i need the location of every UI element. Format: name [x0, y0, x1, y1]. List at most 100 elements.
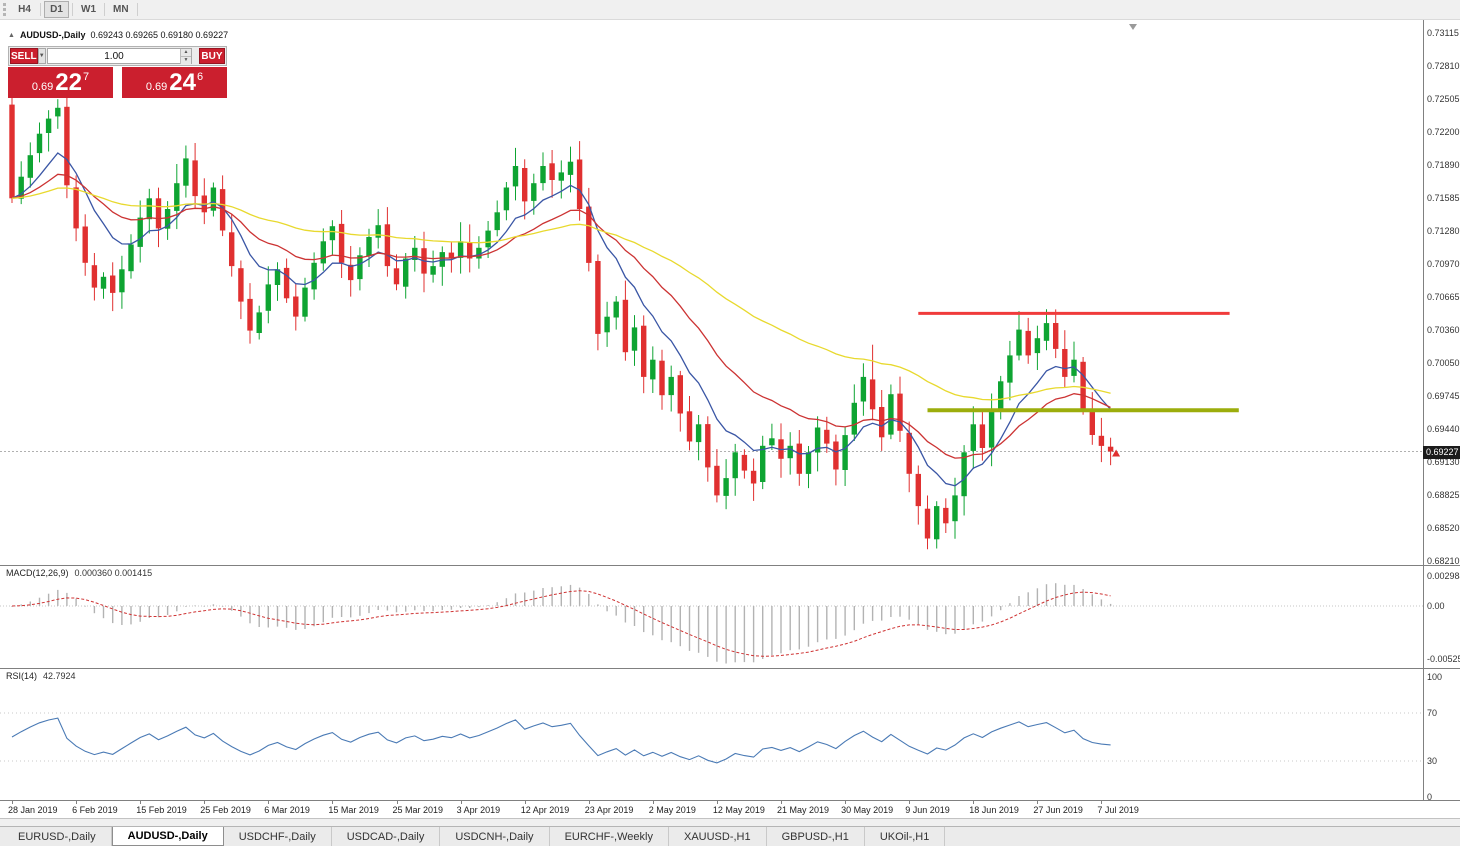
date-label: 21 May 2019: [777, 805, 830, 815]
date-label: 25 Mar 2019: [392, 805, 444, 815]
symbol-label: AUDUSD-,Daily: [19, 30, 86, 40]
macd-current-values: 0.000360 0.001415: [74, 568, 153, 578]
rsi-title: RSI(14) 42.7924: [6, 671, 76, 681]
trade-panel-quotes: 0.69 22 7 0.69 24 6: [8, 67, 227, 98]
date-label: 6 Feb 2019: [72, 805, 118, 815]
rsi-indicator-pane[interactable]: RSI(14) 42.7924 100 70 30 0: [0, 668, 1460, 802]
date-label: 28 Jan 2019: [8, 805, 58, 815]
chart-tab-eurchf[interactable]: EURCHF-,Weekly: [550, 827, 669, 846]
sell-quote-box[interactable]: 0.69 22 7: [8, 67, 113, 98]
volume-spinner: ▲ ▼: [179, 49, 191, 64]
timeframe-buttons: H4 D1 W1 MN: [12, 1, 141, 18]
sell-price-big: 22: [55, 68, 82, 96]
macd-scale: 0.002984 0.00 -0.005250: [1423, 566, 1460, 668]
buy-button[interactable]: BUY: [198, 48, 225, 64]
time-axis-tick: [588, 801, 590, 804]
price-scale-label: 0.71890: [1427, 159, 1460, 170]
price-scale-label: 0.68520: [1427, 522, 1460, 533]
rsi-current-value: 42.7924: [43, 671, 76, 681]
macd-scale-label: 0.00: [1427, 601, 1445, 611]
toolbar-separator: [136, 3, 138, 16]
date-label: 2 May 2019: [648, 805, 696, 815]
price-scale-label: 0.68210: [1427, 556, 1460, 566]
chart-tab-usdcad[interactable]: USDCAD-,Daily: [332, 827, 441, 846]
macd-svg: [0, 583, 1423, 664]
date-label: 12 Apr 2019: [520, 805, 570, 815]
toolbar-grip[interactable]: [3, 3, 7, 16]
rsi-scale-label: 70: [1427, 708, 1438, 718]
time-axis-tick: [524, 801, 526, 804]
volume-spin-up-icon[interactable]: ▲: [179, 49, 191, 57]
macd-scale-label: 0.002984: [1427, 570, 1460, 581]
date-label: 6 Mar 2019: [264, 805, 310, 815]
price-scale-label: 0.71280: [1427, 225, 1460, 236]
chart-tab-ukoil[interactable]: UKOil-,H1: [865, 827, 946, 846]
chart-tab-audusd[interactable]: AUDUSD-,Daily: [111, 827, 224, 846]
buy-price-prefix: 0.69: [145, 80, 168, 93]
date-label: 18 Jun 2019: [969, 805, 1019, 815]
macd-scale-label: -0.005250: [1427, 653, 1460, 664]
price-scale-label: 0.70050: [1427, 358, 1460, 368]
volume-box: ▲ ▼: [46, 48, 192, 64]
date-label: 27 Jun 2019: [1033, 805, 1083, 815]
ma-medium-line: [11, 173, 1111, 459]
buy-price-sup: 6: [197, 70, 204, 83]
time-axis-tick: [781, 801, 782, 804]
date-label: 15 Mar 2019: [328, 805, 379, 815]
main-chart-svg: [0, 24, 1423, 550]
date-label: 25 Feb 2019: [200, 805, 251, 815]
macd-indicator-pane[interactable]: MACD(12,26,9)0.000360 0.001415 0.0029840…: [0, 565, 1460, 668]
volume-input[interactable]: [47, 49, 180, 63]
toolbar-separator: [104, 3, 105, 16]
date-label: 23 Apr 2019: [584, 805, 634, 815]
time-axis-tick: [1037, 801, 1039, 804]
price-scale-label: 0.70665: [1427, 291, 1460, 302]
chart-tab-usdcnh[interactable]: USDCNH-,Daily: [440, 827, 550, 846]
chart-tabs-bar: EURUSD-,Daily AUDUSD-,Daily USDCHF-,Daily U…: [0, 826, 1460, 846]
chart-tab-eurusd[interactable]: EURUSD-,Daily: [3, 827, 112, 846]
price-scale[interactable]: 0.73115 0.72810 0.72505 0.72200 0.71890 0.715…: [1423, 20, 1460, 566]
time-axis-tick: [396, 801, 398, 804]
timeframe-button-d1[interactable]: D1: [44, 1, 69, 18]
time-axis-tick: [460, 801, 462, 804]
price-direction-arrow-icon: [1112, 449, 1121, 457]
chart-tab-gbpusd[interactable]: GBPUSD-,H1: [767, 827, 865, 846]
chart-tab-xauusd[interactable]: XAUUSD-,H1: [669, 827, 767, 846]
rsi-scale-label: 100: [1427, 672, 1443, 682]
buy-quote-box[interactable]: 0.69 24 6: [122, 67, 227, 98]
window-bottom-strip: [0, 818, 1460, 826]
sell-price-sup: 7: [83, 70, 90, 83]
macd-signal-line: [11, 590, 1111, 657]
trade-panel-controls: SELL ▼ ▲ ▼ BUY: [8, 46, 227, 66]
price-scale-label: 0.69130: [1427, 457, 1460, 467]
volume-spin-down-icon[interactable]: ▼: [179, 57, 191, 64]
rsi-scale-label: 0: [1427, 792, 1433, 802]
chart-tab-usdchf[interactable]: USDCHF-,Daily: [224, 827, 332, 846]
time-axis[interactable]: 28 Jan 2019 6 Feb 2019 15 Feb 2019 25 Feb 2…: [0, 800, 1460, 818]
buy-price-big: 24: [169, 68, 196, 96]
sell-button[interactable]: SELL: [10, 48, 38, 64]
toolbar-separator: [72, 3, 73, 16]
time-axis-tick: [716, 801, 718, 804]
rsi-svg: [0, 712, 1423, 764]
timeframe-button-h4[interactable]: H4: [18, 4, 31, 15]
volume-dropdown-button[interactable]: ▼: [37, 48, 46, 64]
price-scale-label: 0.70970: [1427, 258, 1460, 269]
price-scale-label: 0.73115: [1427, 28, 1459, 38]
time-axis-tick: [268, 801, 270, 804]
price-scale-label: 0.70360: [1427, 324, 1460, 335]
collapse-icon[interactable]: ▲: [8, 31, 15, 39]
chart-shift-marker-icon[interactable]: [1129, 24, 1137, 30]
timeframe-button-mn[interactable]: MN: [113, 4, 129, 15]
date-label: 15 Feb 2019: [136, 805, 187, 815]
time-axis-tick: [1101, 801, 1103, 804]
macd-histogram: [11, 583, 1112, 664]
time-axis-tick: [332, 801, 334, 804]
main-chart-pane[interactable]: ▲ AUDUSD-,Daily 0.69243 0.69265 0.69180 …: [0, 20, 1460, 566]
timeframe-button-w1[interactable]: W1: [81, 4, 96, 15]
price-scale-label: 0.72810: [1427, 60, 1460, 71]
ma-slow-line: [11, 187, 1111, 401]
price-scale-label: 0.68825: [1427, 489, 1460, 500]
rsi-line: [11, 717, 1111, 764]
